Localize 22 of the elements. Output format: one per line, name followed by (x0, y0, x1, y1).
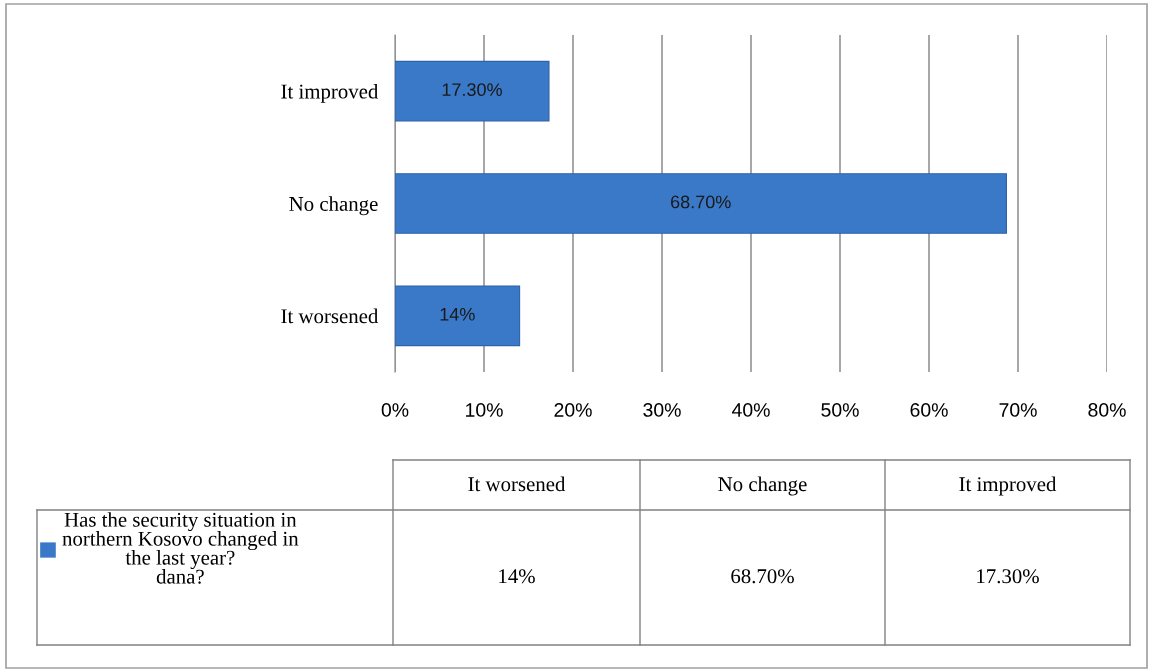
x-tick-label: 50% (821, 403, 859, 417)
data-label: 17.30% (442, 83, 502, 97)
x-tick-label: 60% (910, 403, 948, 417)
legend-label: Has the security situation in northern Kosovo changed in the last year? dana? (62, 512, 299, 584)
y-tick-label: No change (289, 196, 378, 216)
x-tick-label: 30% (643, 403, 681, 417)
y-tick-label: It worsened (281, 308, 379, 324)
data-label: 68.70% (671, 195, 731, 209)
x-tick-label: 10% (466, 403, 503, 417)
category-label: No change (718, 476, 807, 496)
text: 68.70% (731, 569, 794, 584)
y-tick-label: It improved (281, 83, 379, 103)
x-tick-label: 20% (554, 403, 592, 417)
category-label: It worsened (468, 476, 566, 492)
x-tick-label: 0% (381, 403, 409, 417)
text: 17.30% (977, 569, 1039, 584)
category-label: It improved (959, 476, 1057, 496)
x-tick-label: 70% (999, 403, 1037, 417)
x-tick-label: 40% (731, 403, 770, 417)
text: 14% (499, 569, 535, 584)
x-tick-label: 80% (1088, 403, 1126, 417)
data-label: 14% (440, 307, 475, 321)
